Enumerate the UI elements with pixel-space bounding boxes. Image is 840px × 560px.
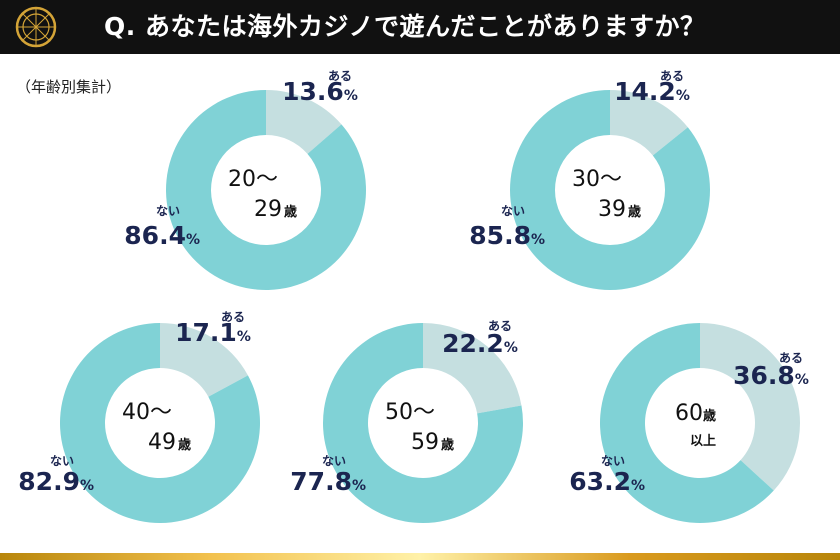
center-age-start: 20〜	[228, 167, 278, 192]
slice-value-unit: %	[676, 88, 690, 104]
slice-value-number: 17.1	[175, 318, 237, 347]
slice-no	[59, 323, 260, 523]
slice-label: ない	[601, 454, 625, 468]
slice-value: 13.6%	[282, 77, 358, 106]
slice-value-unit: %	[795, 372, 809, 388]
slice-value: 86.4%	[124, 221, 200, 250]
slice-label: ある	[779, 351, 803, 365]
slice-no	[599, 323, 774, 523]
slice-label: ない	[156, 204, 180, 218]
slice-value-unit: %	[80, 478, 94, 494]
subtitle: （年齢別集計）	[16, 78, 122, 96]
slice-value-number: 77.8	[290, 467, 352, 496]
slice-value-unit: %	[344, 88, 358, 104]
center-age-unit: 歳	[703, 408, 716, 424]
slice-value-number: 85.8	[469, 221, 531, 250]
slice-value-unit: %	[237, 329, 251, 345]
slice-label: ない	[322, 454, 346, 468]
slice-value: 85.8%	[469, 221, 545, 250]
slice-yes	[266, 90, 342, 154]
logo-icon	[15, 6, 57, 48]
slice-value: 17.1%	[175, 318, 251, 347]
center-age-start: 30〜	[572, 167, 622, 192]
slice-label: ある	[221, 310, 245, 324]
center-age-start: 40〜	[122, 400, 172, 425]
slice-value-number: 22.2	[442, 329, 504, 358]
slice-value: 63.2%	[569, 467, 645, 496]
center-age-start: 50〜	[385, 400, 435, 425]
slice-label: ある	[328, 69, 352, 83]
header-bar: Q. あなたは海外カジノで遊んだことがありますか？	[0, 0, 840, 54]
slice-label: ある	[660, 69, 684, 83]
center-age-end: 29	[254, 197, 282, 222]
slice-value: 77.8%	[290, 467, 366, 496]
slice-no	[510, 90, 710, 290]
slice-yes	[423, 323, 522, 414]
center-age-end: 59	[411, 430, 439, 455]
slice-label: ない	[50, 454, 74, 468]
center-age-end: 39	[598, 197, 626, 222]
center-age-unit: 歳	[628, 204, 641, 220]
slice-value: 14.2%	[614, 77, 690, 106]
slice-value-number: 13.6	[282, 77, 344, 106]
slice-label: ある	[488, 319, 512, 333]
slice-yes	[610, 90, 688, 156]
slice-no	[166, 89, 366, 291]
slice-yes	[700, 323, 800, 491]
footer-bar	[0, 553, 840, 560]
slice-value-number: 14.2	[614, 77, 676, 106]
slice-value-number: 63.2	[569, 467, 631, 496]
center-age-unit: 歳	[441, 437, 454, 453]
slice-value-unit: %	[504, 340, 518, 356]
center-age-unit: 歳	[284, 204, 297, 220]
page-title: Q. あなたは海外カジノで遊んだことがありますか？	[104, 12, 706, 41]
slice-value-unit: %	[186, 232, 200, 248]
center-age-unit: 歳	[178, 437, 191, 453]
slice-value-number: 82.9	[18, 467, 80, 496]
slice-value-unit: %	[531, 232, 545, 248]
slice-value: 36.8%	[733, 361, 809, 390]
center-age-suffix: 以上	[690, 434, 716, 449]
slice-label: ない	[501, 204, 525, 218]
slice-value: 22.2%	[442, 329, 518, 358]
slice-yes	[160, 323, 248, 397]
slice-value: 82.9%	[18, 467, 94, 496]
slice-value-unit: %	[631, 478, 645, 494]
center-age-end: 49	[148, 430, 176, 455]
center-age-start: 60	[675, 401, 703, 426]
slice-value-number: 86.4	[124, 221, 186, 250]
slice-no	[323, 323, 523, 523]
slice-value-unit: %	[352, 478, 366, 494]
slice-value-number: 36.8	[733, 361, 795, 390]
